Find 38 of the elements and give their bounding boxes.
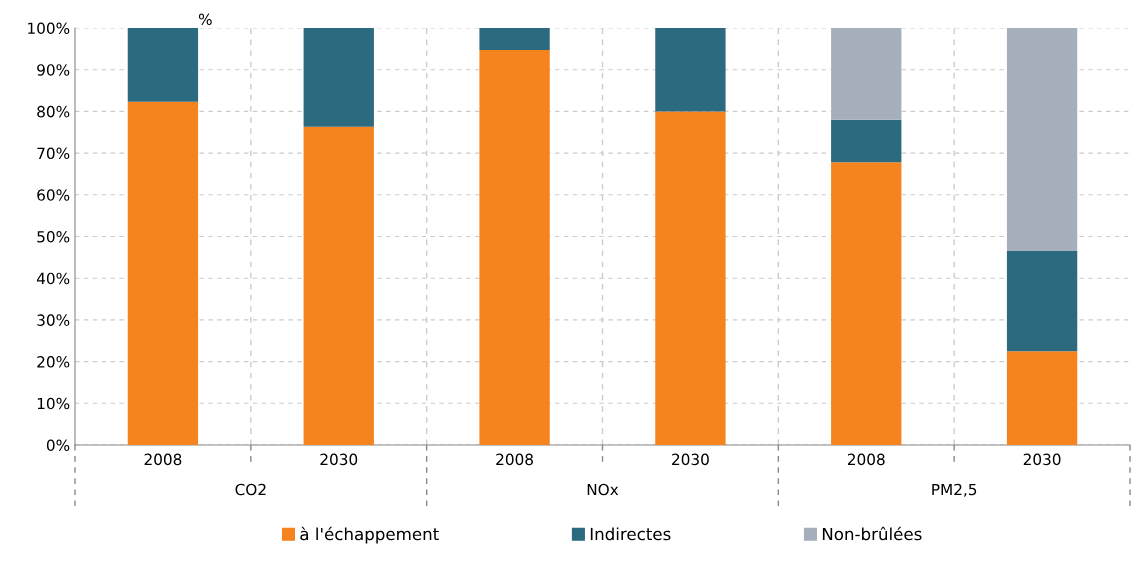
bar (831, 162, 902, 445)
bar (655, 111, 726, 445)
bar (1006, 351, 1078, 445)
y-tick-label: 10% (37, 397, 70, 410)
y-tick-label: 0% (46, 439, 70, 452)
y-tick-label: 90% (37, 64, 70, 76)
y-tick-label: 30% (37, 314, 70, 326)
bar (479, 50, 550, 445)
y-tick-label: 20% (37, 356, 70, 368)
bar (303, 28, 374, 127)
x-tick-label: 2008 (144, 453, 182, 466)
bar (127, 101, 199, 445)
text: NOx (587, 483, 619, 496)
bar (831, 28, 902, 120)
bar (479, 28, 550, 51)
bar (1006, 28, 1078, 252)
x-tick-label: 2030 (1023, 453, 1061, 466)
y-tick-label: 80% (37, 105, 70, 118)
text: CO2 (235, 483, 266, 496)
legend-label: à l'échappement (300, 526, 439, 544)
x-tick-label: 2030 (672, 453, 709, 466)
bar (655, 28, 726, 112)
bar (831, 119, 902, 163)
y-tick-label: 60% (37, 189, 70, 201)
y-tick-label: 70% (37, 147, 70, 160)
x-tick-label: 2008 (847, 453, 885, 466)
legend-label: Non-brûlées (822, 526, 922, 541)
bar (127, 28, 199, 102)
x-tick-label: 2030 (320, 453, 358, 466)
bar (1006, 251, 1078, 352)
text: PM2,5 (932, 483, 977, 497)
y-axis-title: % (198, 13, 212, 26)
legend-label: Indirectes (590, 527, 671, 541)
y-tick-label: 40% (36, 272, 70, 285)
x-tick-label: 2008 (496, 453, 533, 466)
y-tick-label: 50% (37, 230, 70, 243)
y-tick-label: 100% (28, 22, 70, 35)
bar (303, 126, 374, 445)
